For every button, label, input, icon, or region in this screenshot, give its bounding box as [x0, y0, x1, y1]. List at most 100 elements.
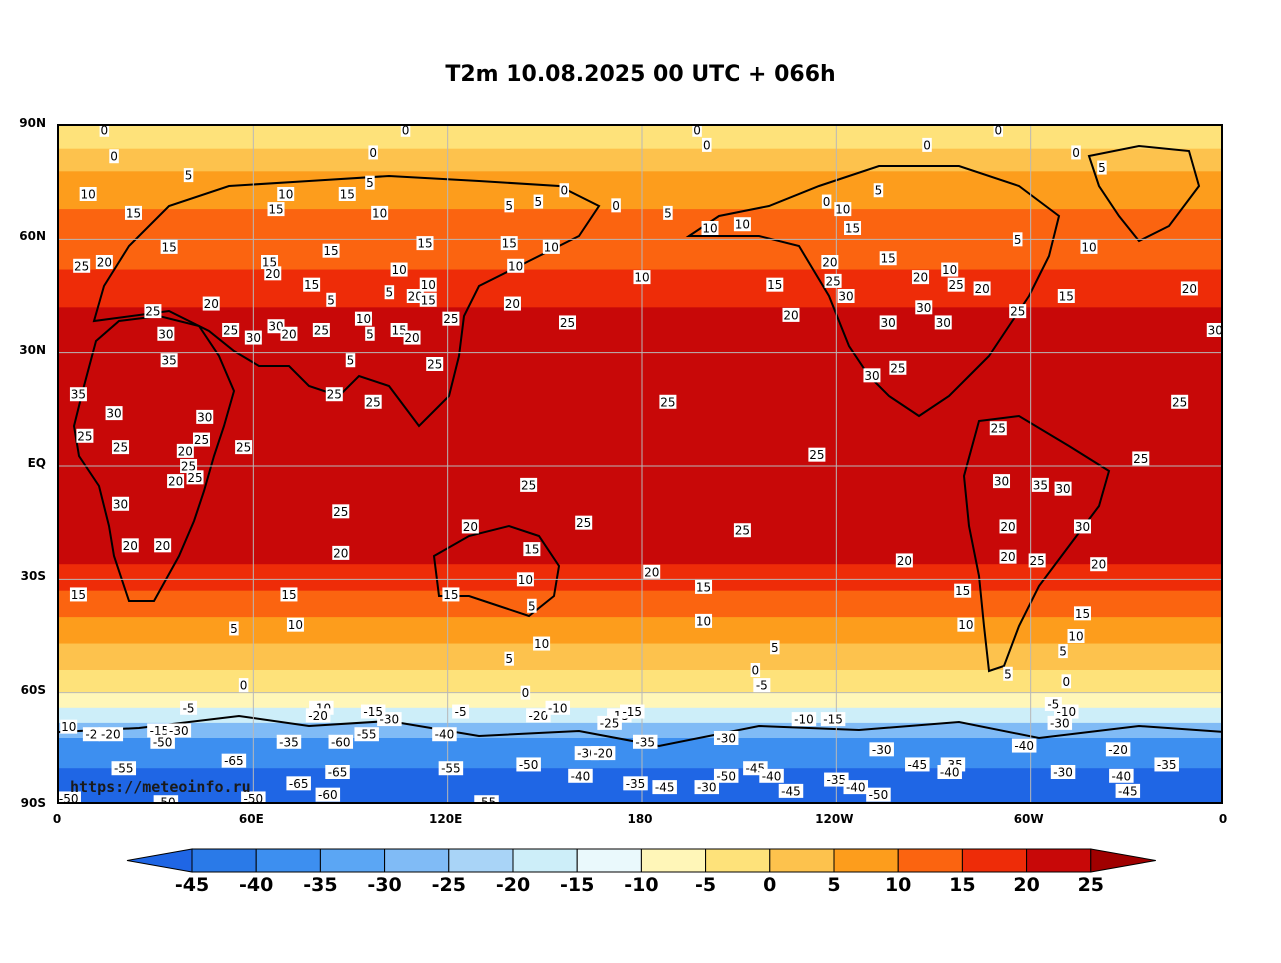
contour-label: 30: [196, 409, 214, 424]
contour-label-text: 25: [366, 395, 381, 409]
contour-label: 5: [365, 326, 375, 341]
contour-label-bg: [526, 708, 551, 723]
contour-label-bg: [873, 183, 884, 198]
contour-label-bg: [1105, 742, 1131, 757]
contour-label-text: 20: [168, 475, 183, 489]
contour-label-text: 25: [1010, 305, 1025, 319]
contour-label-text: 5: [528, 599, 536, 613]
contour-label-bg: [999, 549, 1017, 564]
contour-label-text: 0: [923, 138, 931, 152]
contour-label-bg: [354, 727, 379, 742]
contour-label: -20: [305, 708, 331, 723]
contour-label: 15: [442, 587, 460, 602]
contour-label: 15: [844, 221, 862, 236]
contour-label-text: 25: [314, 324, 329, 338]
contour-label-bg: [957, 617, 975, 632]
contour-label-bg: [620, 704, 645, 719]
contour-label: 5: [365, 175, 375, 190]
contour-label-text: 25: [443, 312, 458, 326]
contour-label-bg: [507, 258, 525, 273]
contour-label-bg: [533, 194, 544, 209]
contour-label-bg: [1067, 629, 1085, 643]
contour-label-bg: [390, 262, 408, 277]
contour-label: 20: [332, 545, 350, 560]
contour-label-bg: [264, 266, 282, 281]
contour-label: -30: [694, 780, 720, 795]
contour-label-text: 10: [421, 278, 436, 292]
contour-label-bg: [1061, 674, 1072, 689]
contour-label-bg: [663, 205, 673, 220]
contour-label-bg: [365, 175, 375, 190]
contour-label: -25: [597, 715, 622, 730]
contour-label: 30: [1206, 323, 1221, 338]
contour-label-bg: [733, 523, 751, 538]
contour-label: -20: [98, 727, 124, 742]
contour-label: -55: [438, 761, 464, 776]
contour-label-bg: [843, 780, 869, 795]
contour-label-bg: [112, 440, 130, 455]
contour-label-bg: [694, 780, 720, 795]
contour-label-text: 30: [881, 316, 896, 330]
contour-label-bg: [1012, 232, 1023, 247]
contour-label: 15: [416, 236, 434, 251]
contour-label: 25: [947, 277, 965, 292]
contour-label-bg: [365, 326, 375, 341]
contour-label-text: -50: [519, 758, 539, 772]
contour-label-bg: [545, 700, 571, 715]
map-title: T2m 10.08.2025 00 UTC + 066h: [445, 62, 836, 87]
contour-label: -20: [526, 708, 551, 723]
contour-label: 20: [403, 330, 421, 345]
north-america-coastline: [685, 165, 1061, 418]
contour-label-bg: [442, 311, 460, 326]
contour-label-text: 25: [1030, 554, 1045, 568]
contour-label-bg: [59, 791, 81, 802]
contour-label-text: 25: [181, 460, 196, 474]
contour-label-text: 0: [369, 146, 377, 160]
contour-label-text: 25: [427, 358, 442, 372]
colorbar-tick-label: 15: [949, 874, 976, 896]
contour-label-bg: [150, 734, 175, 749]
contour-label-text: 15: [524, 543, 539, 557]
contour-label-bg: [1058, 644, 1068, 659]
contour-label-bg: [167, 474, 185, 489]
contour-label-text: 25: [660, 395, 675, 409]
contour-label-text: 5: [664, 206, 672, 220]
colorbar-segment: [255, 848, 321, 873]
contour-label: -20: [1105, 742, 1131, 757]
contour-label-bg: [432, 727, 457, 742]
contour-label-text: 0: [522, 686, 530, 700]
contour-label-bg: [866, 787, 891, 802]
contour-label: 5: [1012, 232, 1023, 247]
contour-label-bg: [821, 194, 832, 209]
europe-asia-coastline: [92, 174, 601, 428]
contour-label-text: 10: [544, 240, 559, 254]
contour-label: 0: [109, 149, 119, 164]
colorbar-tick-label: -30: [367, 874, 402, 896]
contour-label: 10: [533, 636, 551, 651]
contour-label-bg: [222, 323, 240, 337]
contour-label-text: -45: [655, 781, 675, 795]
contour-label-text: 10: [288, 618, 303, 632]
contour-label-text: 30: [113, 497, 128, 511]
temperature-band: [59, 722, 1221, 739]
contour-label: 15: [69, 587, 87, 602]
contour-label: 0: [702, 137, 712, 152]
contour-label: -2: [82, 727, 100, 742]
contour-label-text: -60: [331, 735, 351, 749]
contour-label-text: 15: [1059, 290, 1074, 304]
contour-label: 25: [659, 394, 677, 409]
latitude-tick-label: 30S: [20, 569, 46, 584]
contour-label-bg: [322, 243, 340, 258]
contour-label-bg: [559, 315, 577, 330]
contour-label: 10: [701, 221, 719, 236]
contour-label-bg: [824, 772, 849, 787]
contour-label-bg: [286, 617, 304, 632]
contour-label-bg: [1009, 304, 1027, 319]
contour-label: -45: [778, 783, 804, 798]
contour-label-text: 25: [236, 441, 251, 455]
contour-label: 10: [633, 270, 651, 285]
contour-label-bg: [542, 239, 560, 254]
contour-label: 0: [922, 137, 932, 152]
contour-label: 15: [1073, 606, 1091, 621]
contour-label: 15: [390, 323, 408, 338]
